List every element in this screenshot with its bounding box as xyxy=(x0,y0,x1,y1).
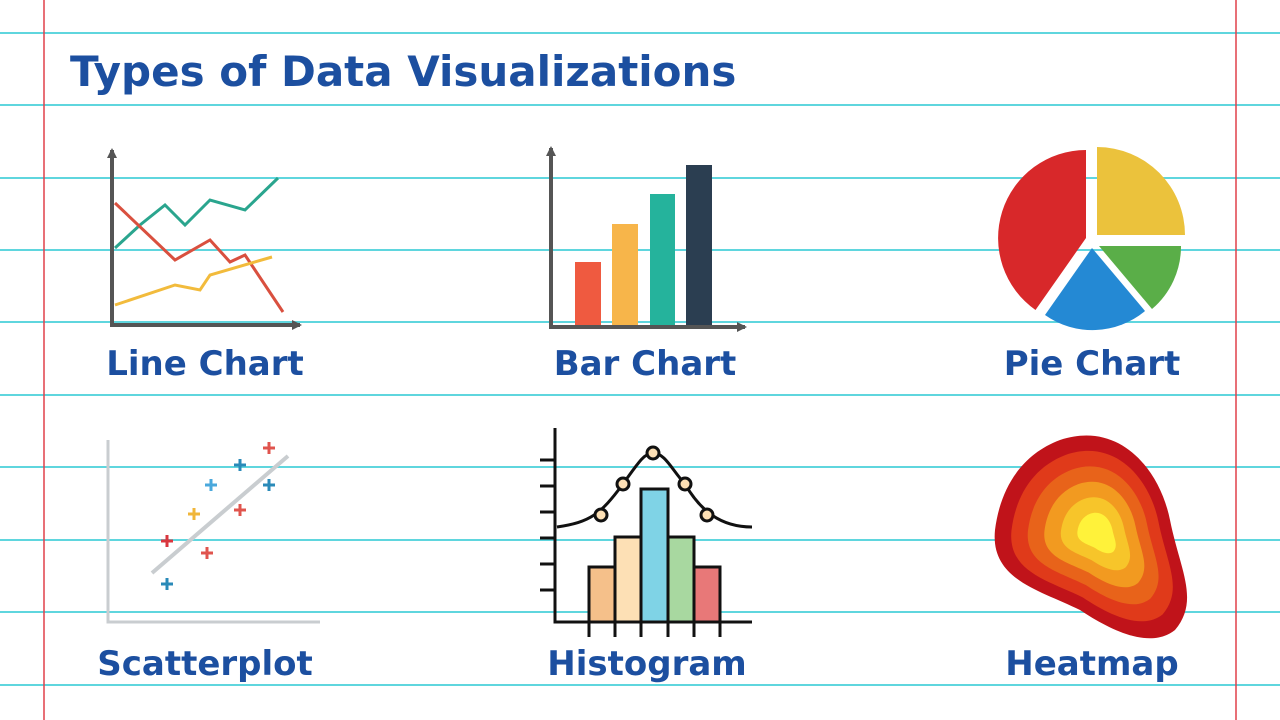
item-label: Line Chart xyxy=(106,344,304,384)
histogram-icon xyxy=(540,428,753,637)
bar-chart-icon xyxy=(546,146,747,332)
item-label: Pie Chart xyxy=(1004,344,1181,384)
item-label: Heatmap xyxy=(1005,644,1178,684)
pie-chart-icon xyxy=(998,147,1185,331)
heatmap-icon xyxy=(994,435,1188,639)
page-title: Types of Data Visualizations xyxy=(70,47,736,96)
item-label: Bar Chart xyxy=(554,344,737,384)
line-chart-icon xyxy=(107,148,302,330)
item-label: Scatterplot xyxy=(97,644,313,684)
scatterplot-icon xyxy=(106,440,320,624)
item-label: Histogram xyxy=(547,644,746,684)
